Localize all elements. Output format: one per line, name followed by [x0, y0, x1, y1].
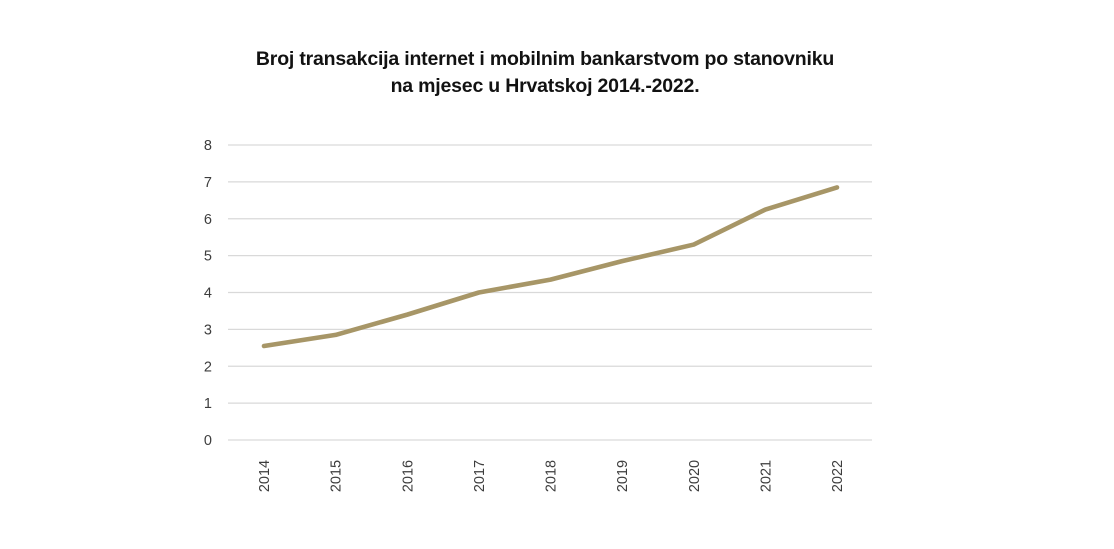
x-tick-label: 2014: [257, 460, 273, 492]
chart-title: Broj transakcija internet i mobilnim ban…: [0, 46, 1090, 100]
x-tick-label: 2022: [830, 460, 846, 492]
x-tick-label: 2021: [758, 460, 774, 492]
y-tick-label: 0: [204, 433, 212, 449]
y-tick-label: 4: [204, 286, 212, 302]
x-tick-label: 2017: [472, 460, 488, 492]
x-tick-label: 2019: [615, 460, 631, 492]
y-tick-label: 5: [204, 249, 212, 265]
chart-title-text: Broj transakcija internet i mobilnim ban…: [255, 48, 835, 97]
y-tick-label: 6: [204, 212, 212, 228]
x-tick-label: 2020: [687, 460, 703, 492]
x-tick-label: 2018: [544, 460, 560, 492]
y-tick-label: 2: [204, 359, 212, 375]
y-tick-label: 1: [204, 396, 212, 412]
data-series-line: [261, 185, 840, 349]
y-tick-label: 7: [204, 175, 212, 191]
x-tick-label: 2016: [400, 460, 416, 492]
x-tick-label: 2015: [329, 460, 345, 492]
y-tick-label: 3: [204, 322, 212, 338]
y-tick-label: 8: [204, 138, 212, 154]
